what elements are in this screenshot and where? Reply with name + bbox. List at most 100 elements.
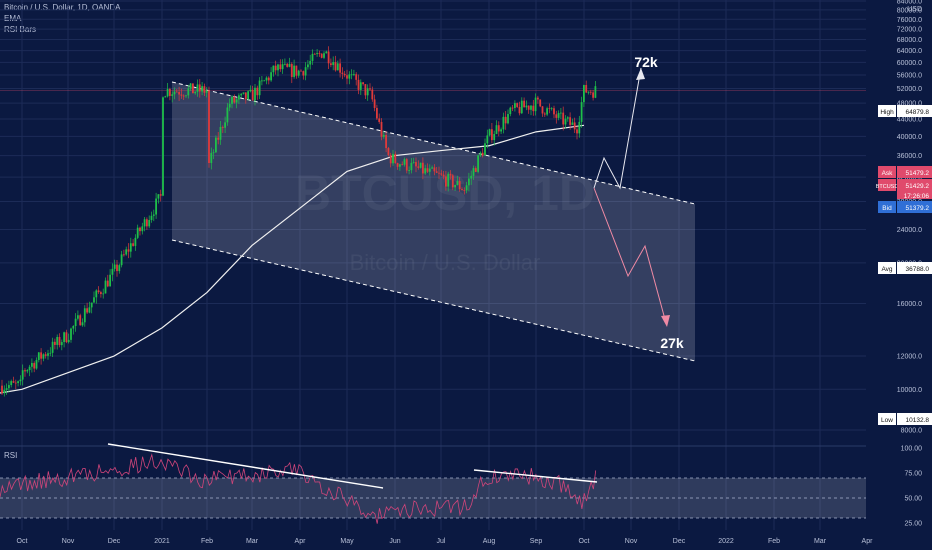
candle-body [431, 167, 433, 169]
candle-body [456, 181, 459, 185]
legend-ema[interactable]: EMA [4, 14, 22, 23]
time-tick-label: Mar [246, 538, 259, 545]
time-tick-label: Nov [62, 538, 75, 545]
candle-body [424, 168, 427, 174]
rsi-divergence-2 [473, 469, 598, 483]
candle-body [261, 80, 263, 82]
price-tag-value: 64879.8 [906, 109, 930, 116]
candle-body [523, 100, 525, 108]
candle-body [410, 162, 413, 171]
time-tick-label: Oct [579, 538, 590, 545]
candle-body [106, 280, 109, 287]
candle-body [189, 83, 192, 89]
price-tick-label: 76000.0 [897, 17, 922, 24]
candle-body [54, 341, 56, 345]
candle-body [178, 92, 180, 95]
candle-body [21, 370, 24, 380]
candle-body [215, 137, 217, 153]
grid-lines [0, 0, 868, 530]
candle-body [109, 274, 111, 287]
candle-body [495, 125, 498, 135]
candle-body [433, 167, 436, 172]
candle-body [157, 194, 160, 199]
time-tick-label: Feb [201, 538, 213, 545]
candle-body [74, 318, 77, 327]
candle-body [376, 107, 378, 119]
channel-fill [172, 82, 695, 361]
candle-body [233, 96, 236, 103]
candle-body [550, 108, 553, 110]
candle-body [33, 363, 36, 369]
candle-body [435, 171, 438, 173]
legend-symbol[interactable]: Bitcoin / U.S. Dollar, 1D, OANDA [4, 3, 121, 12]
candle-body [83, 308, 86, 323]
candle-body [129, 243, 132, 252]
candle-body [401, 164, 404, 166]
candle-body [355, 74, 358, 80]
price-tick-label: 12000.0 [897, 354, 922, 361]
candle-body [198, 84, 201, 92]
candle-body [49, 352, 52, 354]
candle-body [136, 227, 139, 238]
candle-body [8, 385, 10, 389]
price-tick-label: 10000.0 [897, 387, 922, 394]
candle-body [272, 65, 275, 73]
candle-body [514, 103, 516, 108]
candle-body [143, 219, 146, 227]
candle-body [63, 332, 65, 343]
candle-body [428, 168, 431, 172]
candle-body [385, 135, 387, 149]
price-tag-label-box [878, 262, 896, 274]
descending-channel [0, 81, 866, 362]
price-tick-label: 48000.0 [897, 101, 922, 108]
rsi-label[interactable]: RSI [4, 451, 18, 460]
candle-body [201, 86, 203, 92]
candle-body [589, 91, 592, 93]
candle-body [244, 92, 247, 100]
candle-body [12, 381, 15, 383]
candle-body [281, 64, 284, 70]
candle-body [369, 88, 371, 90]
rsi-tick-label: 50.00 [904, 496, 922, 503]
symbol-watermark: BTCUSD, 1D Bitcoin / U.S. Dollar [295, 165, 595, 275]
candle-body [346, 75, 348, 79]
candle-body [297, 70, 300, 76]
candle-body [173, 91, 176, 95]
price-tick-label: 40000.0 [897, 134, 922, 141]
price-tag-label: High [880, 109, 894, 116]
candle-body [185, 95, 187, 97]
candle-body [357, 79, 360, 90]
candle-body [3, 389, 6, 394]
price-tick-label: 64000.0 [897, 48, 922, 55]
price-tag-value-box [897, 105, 932, 117]
candle-body [150, 215, 153, 220]
candle-body [518, 106, 521, 114]
candle-body [592, 92, 594, 98]
channel-upper-line [171, 81, 696, 205]
candle-body [212, 152, 215, 154]
candle-body [405, 159, 408, 171]
price-tick-label: 60000.0 [897, 60, 922, 67]
candle-body [520, 100, 523, 114]
candle-body [583, 85, 585, 103]
arrowhead-down [661, 315, 670, 327]
candle-body [465, 185, 468, 191]
candle-body [396, 163, 399, 167]
candle-body [364, 84, 367, 96]
projection-up [593, 67, 642, 190]
candle-body [587, 91, 590, 93]
candle-body [90, 302, 93, 308]
watermark-name: Bitcoin / U.S. Dollar [350, 250, 541, 275]
candle-body [40, 352, 42, 359]
candle-body [504, 116, 507, 124]
candle-body [454, 184, 456, 188]
candle-body [228, 103, 231, 108]
candle-body [311, 53, 314, 61]
candle-body [77, 315, 79, 319]
price-tag-value: 51379.2 [906, 205, 930, 212]
candle-body [334, 62, 337, 71]
time-tick-label: Aug [483, 538, 496, 545]
candle-body [164, 96, 167, 98]
candle-body [562, 112, 565, 125]
